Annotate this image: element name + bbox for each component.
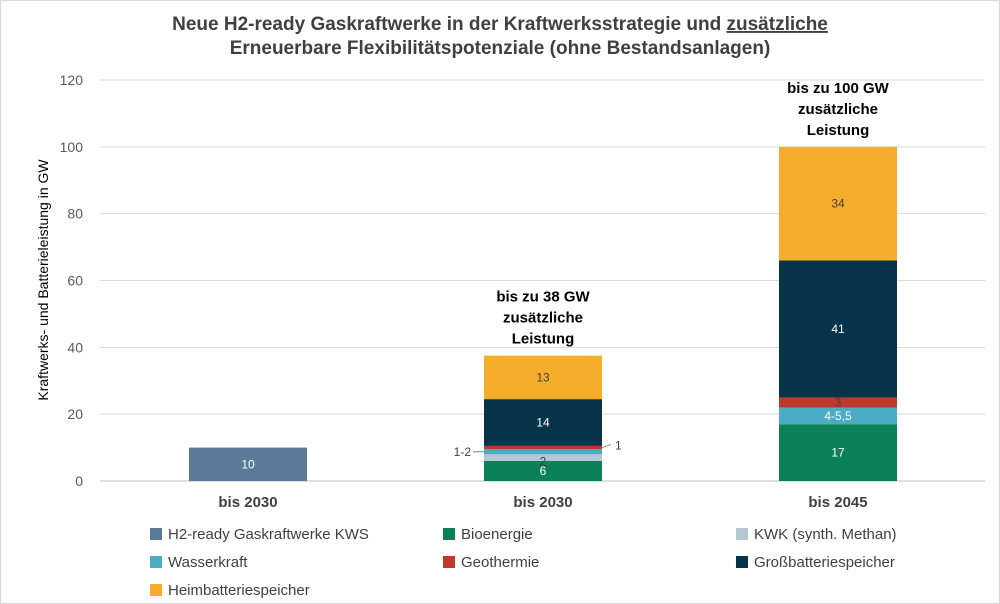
annotations: bis zu 38 GW zusätzliche Leistung bis zu 10… [496,80,889,348]
annotation-0-line-0: bis zu 38 GW [496,289,590,306]
bar-segment-1-4 [484,445,602,450]
annotation-0-line-1: zusätzliche [503,310,583,327]
x-category-label-0: bis 2030 [218,494,277,511]
x-category-label-2: bis 2045 [808,494,867,511]
bar-segment-0-0 [189,447,307,481]
chart-title-line1: Neue H2-ready Gaskraftwerke in der Kraft… [172,14,828,35]
legend: H2-ready Gaskraftwerke KWS Bioenergie KWK … [150,526,897,599]
segment-label-2-4: 3 [835,395,842,409]
segment-label-2-5: 41 [831,322,845,336]
bar-segment-1-2 [484,454,602,461]
bar-segment-2-5 [779,260,897,398]
legend-label-3: Wasserkraft [168,554,248,571]
legend-label-5: Großbatteriespeicher [754,554,895,571]
bar-segment-2-6 [779,146,897,261]
chart-title-line2: Erneuerbare Flexibilitätspotenziale (ohn… [230,38,771,59]
legend-swatch-5 [736,556,748,568]
bar-segment-2-4 [779,397,897,408]
y-tick-label-60: 60 [67,273,83,289]
legend-label-6: Heimbatteriespeicher [168,582,310,599]
legend-swatch-3 [150,556,162,568]
legend-swatch-4 [443,556,455,568]
legend-swatch-2 [736,528,748,540]
annotation-1-line-1: zusätzliche [798,101,878,118]
segment-label-1-6: 13 [536,370,550,384]
bar-segment-1-1 [484,460,602,481]
legend-label-2: KWK (synth. Methan) [754,526,897,543]
segment-labels: 10 62 1-2 1 14 13 17 4-5,53 41 34 [241,197,852,478]
segment-label-1-4: 1 [615,439,622,453]
y-tick-label-40: 40 [67,339,83,355]
annotation-1-line-0: bis zu 100 GW [787,80,890,97]
bar-segment-2-1 [779,424,897,481]
y-tick-label-120: 120 [60,72,84,88]
x-axis-categories: bis 2030 bis 2030 bis 2045 [218,494,867,511]
bar-segment-1-5 [484,399,602,446]
bars [189,146,897,481]
y-tick-label-80: 80 [67,206,83,222]
y-tick-label-100: 100 [60,139,84,155]
segment-label-2-3: 4-5,5 [824,409,852,423]
legend-label-4: Geothermie [461,554,539,571]
segment-label-1-2: 2 [540,455,547,469]
x-category-label-1: bis 2030 [513,494,572,511]
chart-title-line1-text: Neue H2-ready Gaskraftwerke in der Kraft… [172,14,726,35]
y-tick-label-20: 20 [67,406,83,422]
annotation-1-line-2: Leistung [807,122,870,139]
y-axis-ticks: 0 20 40 60 80 100 120 [60,72,84,489]
segment-label-1-5: 14 [536,416,550,430]
legend-swatch-0 [150,528,162,540]
y-axis-label: Kraftwerks- und Batterieleistung in GW [35,159,51,401]
segment-label-1-1: 6 [540,464,547,478]
legend-swatch-1 [443,528,455,540]
legend-swatch-6 [150,584,162,596]
bar-segment-1-3 [484,449,602,455]
annotation-0-line-2: Leistung [512,331,575,348]
chart-title-underlined-word: zusätzliche [727,14,828,35]
segment-label-2-1: 17 [831,446,845,460]
bar-segment-1-6 [484,355,602,400]
legend-label-0: H2-ready Gaskraftwerke KWS [168,526,369,543]
bar-segment-2-3 [779,407,897,425]
segment-label-1-3: 1-2 [454,445,472,459]
leader-line-1-4 [601,444,612,449]
legend-label-1: Bioenergie [461,526,533,543]
y-tick-label-0: 0 [75,473,83,489]
segment-label-2-6: 34 [831,197,845,211]
segment-label-0-0: 10 [241,457,255,471]
